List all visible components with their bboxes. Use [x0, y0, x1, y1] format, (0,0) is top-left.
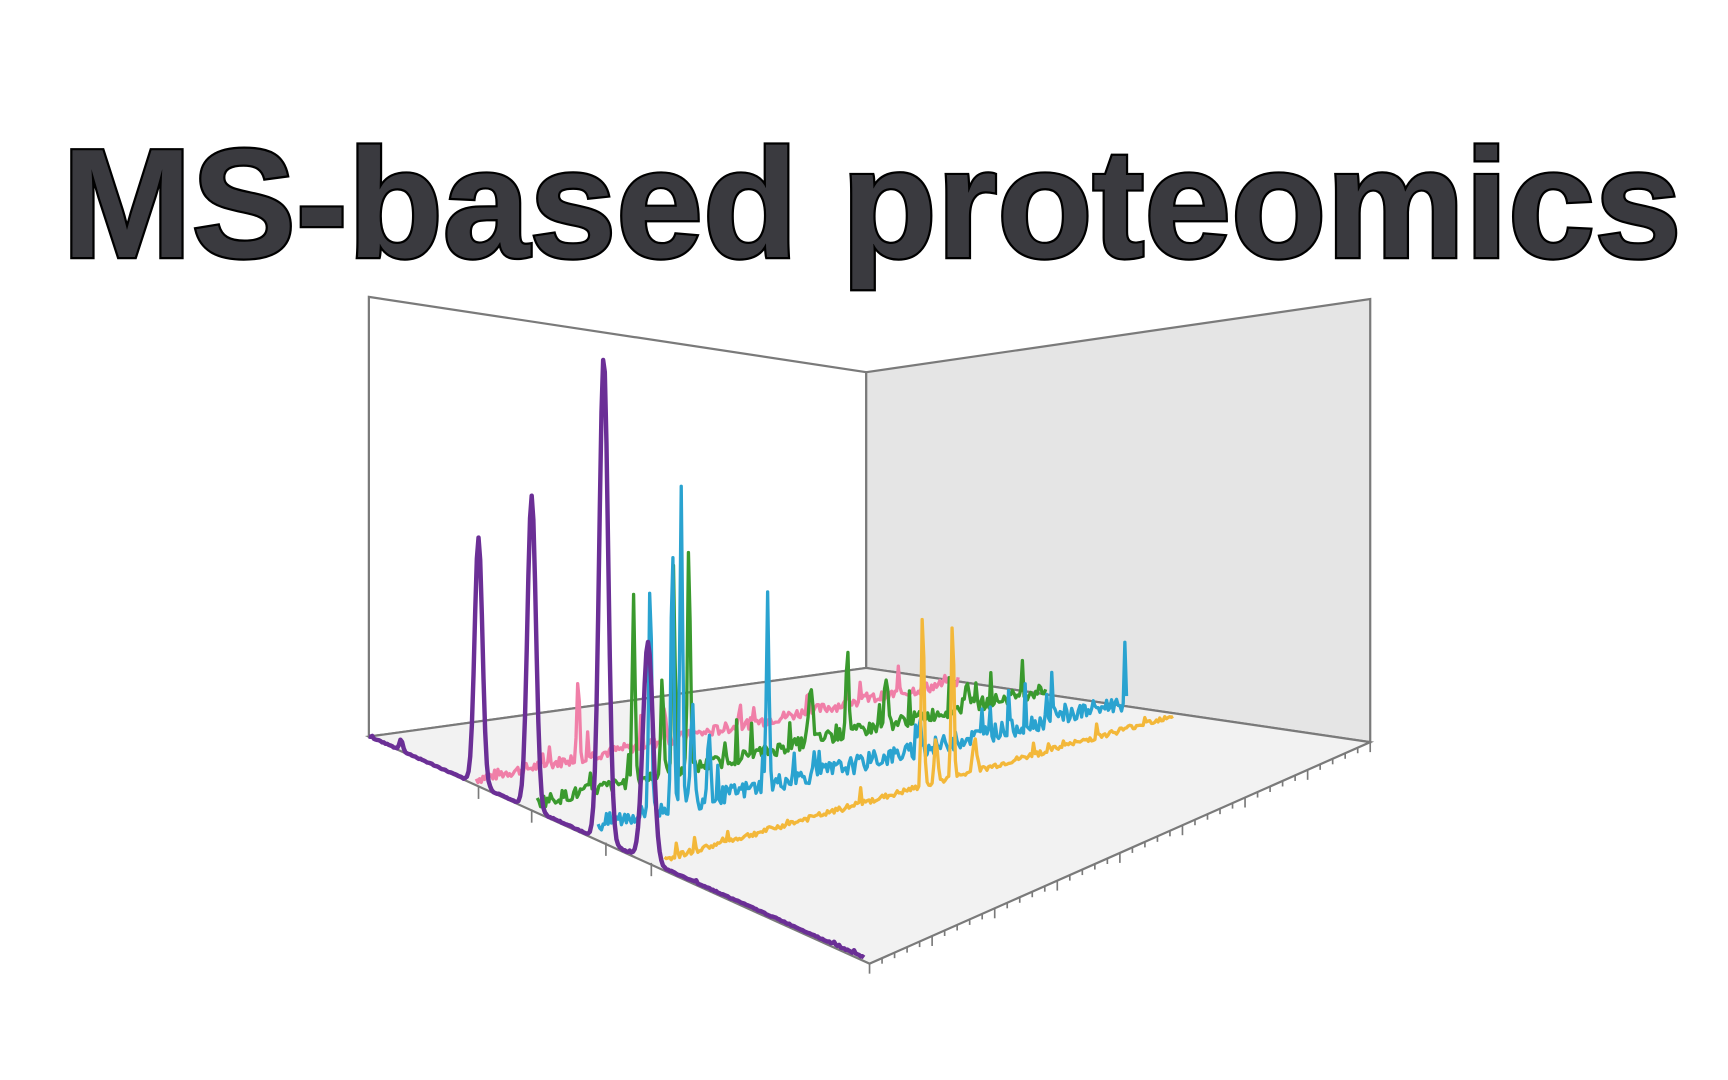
spectra — [368, 357, 1174, 960]
spectrum-trace — [474, 664, 960, 785]
left-wall — [367, 295, 868, 738]
spectrum-trace — [535, 550, 1048, 809]
spectrum-trace — [596, 484, 1129, 832]
spectrum-trace — [663, 617, 1174, 862]
axis-ticks — [477, 742, 1372, 974]
title: MS-based proteomics — [62, 117, 1681, 290]
right-wall — [865, 297, 1372, 744]
spectrum-trace — [368, 357, 866, 960]
